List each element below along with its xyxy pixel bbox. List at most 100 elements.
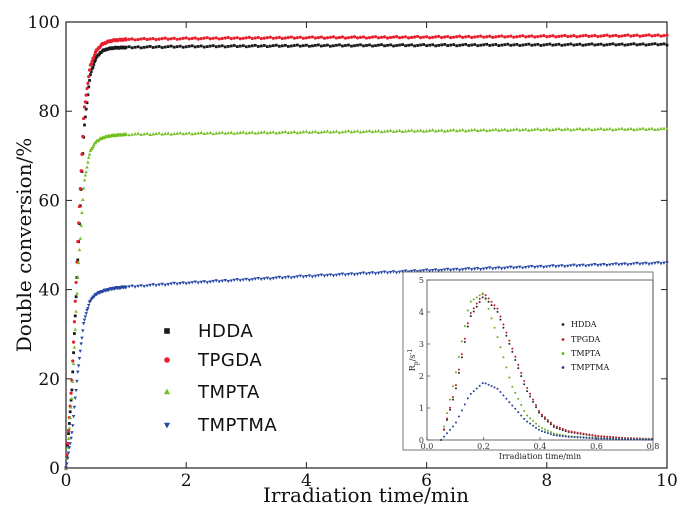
series-point — [175, 282, 179, 286]
series-point — [460, 128, 465, 132]
series-point — [415, 129, 420, 133]
inset-point — [451, 425, 454, 428]
series-point — [205, 281, 209, 285]
inset-point — [499, 315, 502, 318]
inset-point — [475, 296, 478, 299]
inset-point — [591, 437, 594, 440]
series-point — [268, 44, 272, 48]
inset-point — [558, 434, 561, 437]
series-point — [274, 43, 278, 47]
series-point — [73, 314, 77, 318]
series-point — [208, 130, 212, 135]
series-point — [157, 45, 161, 48]
series-point — [82, 105, 87, 109]
series-point — [422, 43, 425, 46]
series-point — [298, 130, 303, 134]
inset-legend-label: TMPTA — [571, 349, 601, 358]
series-point — [515, 43, 519, 46]
series-point — [265, 36, 269, 40]
series-point — [87, 68, 92, 72]
series-point — [83, 173, 88, 177]
series-point — [90, 146, 94, 150]
series-point — [514, 127, 519, 131]
series-point — [319, 130, 324, 134]
series-point — [142, 132, 146, 136]
legend-marker — [164, 328, 170, 334]
series-point — [626, 43, 630, 47]
inset-point — [446, 412, 449, 415]
series-point — [472, 127, 477, 131]
series-point — [295, 131, 300, 135]
inset-point — [472, 298, 475, 301]
x-tick-label: 8 — [541, 471, 552, 491]
series-point — [211, 36, 215, 40]
series-point — [193, 45, 197, 49]
series-point — [545, 127, 549, 131]
inset-y-tick-label: 1 — [419, 404, 424, 413]
series-point — [617, 263, 621, 267]
series-point — [80, 210, 84, 214]
series-point — [181, 281, 185, 285]
series-point — [244, 36, 248, 40]
series-point — [310, 35, 315, 39]
series-point — [187, 37, 191, 41]
series-point — [187, 281, 191, 285]
series-point — [73, 299, 77, 303]
series-point — [479, 43, 483, 47]
series-point — [662, 261, 666, 265]
series-point — [533, 127, 537, 131]
series-point — [611, 262, 615, 267]
series-point — [340, 130, 345, 134]
series-point — [515, 35, 519, 39]
series-point — [386, 43, 389, 47]
series-point — [412, 129, 417, 133]
inset-point — [493, 304, 496, 307]
inset-series-group — [440, 292, 653, 441]
series-point — [427, 128, 432, 132]
series-point — [430, 128, 435, 132]
series-point — [307, 130, 312, 134]
series-point — [404, 44, 407, 48]
series-point — [190, 36, 194, 41]
series-point — [653, 33, 657, 38]
series-point — [647, 43, 651, 46]
series-point — [86, 160, 90, 164]
series-point — [307, 35, 312, 39]
legend-marker — [163, 422, 171, 429]
series-point — [656, 43, 660, 47]
series-point — [593, 43, 597, 47]
series-point — [75, 379, 79, 384]
series-point — [644, 33, 648, 37]
series-point — [262, 44, 266, 47]
series-point — [433, 129, 438, 133]
series-point — [430, 268, 435, 273]
series-point — [494, 43, 498, 46]
series-point — [419, 43, 422, 47]
series-point — [491, 35, 495, 39]
series-point — [262, 277, 267, 281]
series-point — [85, 86, 89, 91]
series-point — [196, 131, 200, 135]
series-point — [557, 264, 561, 268]
series-point — [638, 126, 642, 131]
y-axis-title: Double conversion/% — [12, 138, 36, 353]
inset-point — [446, 432, 449, 435]
inset-point — [514, 407, 517, 410]
series-point — [317, 43, 320, 47]
series-point — [331, 274, 336, 278]
series-point — [374, 44, 377, 48]
series-point — [454, 267, 459, 271]
inset-point — [600, 437, 603, 440]
series-point — [403, 35, 408, 39]
series-point — [548, 42, 552, 46]
series-point — [452, 43, 456, 47]
series-point — [407, 43, 410, 47]
series-point — [394, 129, 399, 133]
inset-point — [514, 391, 517, 394]
inset-point — [496, 387, 499, 390]
series-point — [82, 116, 86, 121]
inset-legend-item-tpgda: TPGDA — [561, 335, 601, 344]
series-point — [66, 443, 70, 447]
